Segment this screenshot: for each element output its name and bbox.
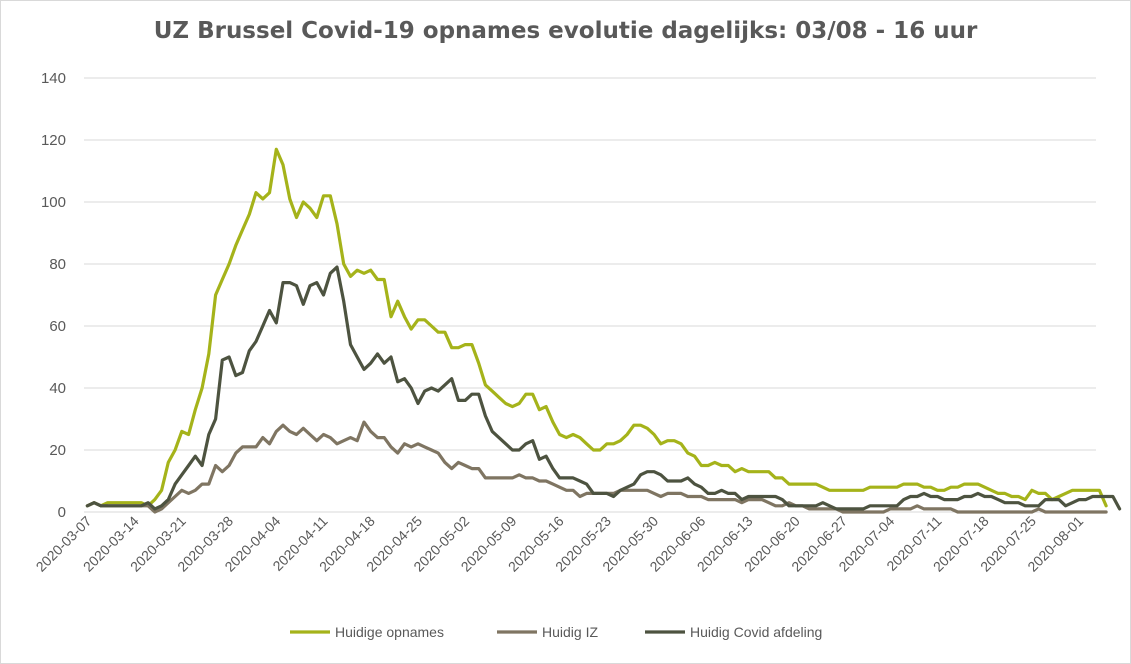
legend: Huidige opnames Huidig IZ Huidig Covid afd… [290,624,822,640]
y-tick-label: 80 [49,256,66,273]
y-tick-label: 40 [49,380,66,397]
legend-item-huidig-iz-label: Huidig IZ [542,624,598,640]
series-line-huidig-covid-afdeling [85,265,1122,511]
legend-item-huidige-opnames-label: Huidige opnames [335,624,444,640]
chart-title: UZ Brussel Covid-19 opnames evolutie dag… [153,18,978,44]
y-axis-ticks: 0 20 40 60 80 100 120 140 [41,70,66,521]
y-tick-label: 120 [41,132,66,149]
x-axis-ticks: 2020-03-072020-03-142020-03-212020-03-28… [33,513,1087,575]
series-line-huidige-opnames [85,147,1108,508]
series-lines [85,147,1122,514]
y-tick-label: 140 [41,70,66,87]
y-tick-label: 60 [49,318,66,335]
legend-item-huidig-covid-afdeling-label: Huidig Covid afdeling [690,624,822,640]
y-tick-label: 100 [41,194,66,211]
y-tick-label: 0 [58,504,66,521]
y-tick-label: 20 [49,442,66,459]
